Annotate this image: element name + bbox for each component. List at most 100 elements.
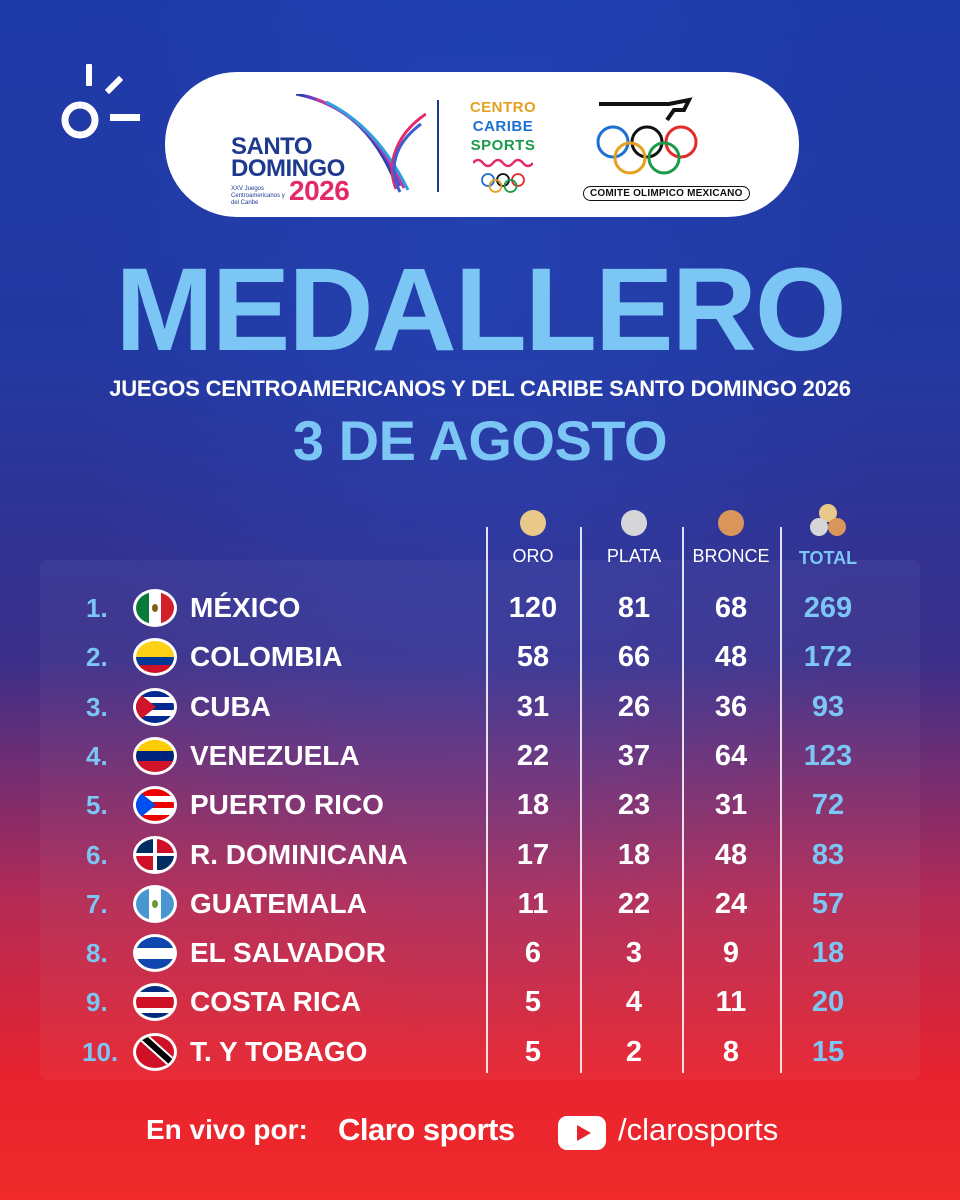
bronze-count: 31 bbox=[714, 789, 748, 822]
rank: 6. bbox=[86, 839, 108, 870]
wave-graphic bbox=[473, 158, 533, 168]
total-count: 93 bbox=[811, 690, 845, 723]
table-row: 6. R. DOMINICANA 17 18 48 83 bbox=[0, 833, 960, 877]
claro-sports-corner-logo bbox=[61, 64, 140, 139]
country-name: GUATEMALA bbox=[190, 887, 367, 919]
silver-medal-icon bbox=[621, 510, 647, 536]
table-row: 2. COLOMBIA 58 66 48 172 bbox=[0, 635, 960, 679]
country-name: CUBA bbox=[190, 690, 271, 722]
silver-count: 2 bbox=[625, 1035, 643, 1068]
gold-count: 18 bbox=[516, 789, 550, 822]
bronze-count: 48 bbox=[714, 838, 748, 871]
total-count: 269 bbox=[803, 592, 853, 624]
column-divider bbox=[486, 527, 488, 1073]
colombia-flag-icon bbox=[133, 638, 177, 677]
logo-divider bbox=[437, 100, 439, 192]
dominican-republic-flag-icon bbox=[133, 835, 177, 874]
column-divider bbox=[682, 527, 684, 1073]
total-count: 15 bbox=[811, 1035, 845, 1068]
background-building bbox=[40, 560, 920, 1080]
country-name: COSTA RICA bbox=[190, 986, 362, 1018]
total-count: 172 bbox=[803, 641, 853, 674]
rank: 9. bbox=[86, 987, 108, 1018]
table-row: 8. EL SALVADOR 6 3 9 18 bbox=[0, 931, 960, 975]
silver-count: 37 bbox=[617, 739, 651, 772]
table-row: 3. CUBA 31 26 36 93 bbox=[0, 685, 960, 729]
guatemala-flag-icon bbox=[133, 884, 177, 923]
page-subtitle: JUEGOS CENTROAMERICANOS Y DEL CARIBE SAN… bbox=[109, 376, 851, 401]
gold-medal-icon bbox=[520, 510, 546, 536]
santo-domingo-subtitle: XXV Juegos Centroamericanos y del Caribe bbox=[231, 186, 285, 206]
rank: 5. bbox=[86, 790, 108, 821]
bronze-count: 48 bbox=[714, 641, 748, 674]
centro-caribe-sports-logo: CENTRO CARIBE SPORTS bbox=[463, 98, 543, 198]
cuba-flag-icon bbox=[133, 687, 177, 726]
costa-rica-flag-icon bbox=[133, 983, 177, 1022]
table-row: 9. COSTA RICA 5 4 11 20 bbox=[0, 980, 960, 1024]
table-row: 1. MÉXICO 120 81 68 269 bbox=[0, 586, 960, 630]
country-name: PUERTO RICO bbox=[190, 789, 384, 821]
total-count: 83 bbox=[811, 838, 845, 871]
total-count: 20 bbox=[811, 986, 845, 1019]
gold-count: 120 bbox=[508, 592, 558, 624]
el-salvador-flag-icon bbox=[133, 934, 177, 973]
table-row: 7. GUATEMALA 11 22 24 57 bbox=[0, 882, 960, 926]
gold-count: 11 bbox=[517, 887, 549, 920]
total-count: 18 bbox=[811, 937, 845, 970]
comite-olimpico-text: COMITE OLIMPICO MEXICANO bbox=[583, 186, 750, 201]
column-header-total: TOTAL bbox=[778, 504, 878, 569]
youtube-icon bbox=[558, 1116, 606, 1150]
olympic-rings-icon bbox=[481, 173, 525, 193]
venezuela-flag-icon bbox=[133, 736, 177, 775]
bronze-count: 68 bbox=[714, 592, 748, 624]
footer: En vivo por: Claro sports /clarosports bbox=[0, 1108, 960, 1158]
column-divider bbox=[780, 527, 782, 1073]
gold-count: 22 bbox=[516, 739, 550, 772]
bronze-count: 24 bbox=[714, 887, 748, 920]
silver-count: 22 bbox=[617, 887, 651, 920]
country-name: COLOMBIA bbox=[190, 641, 343, 673]
rank: 3. bbox=[86, 691, 108, 722]
country-name: VENEZUELA bbox=[190, 739, 360, 771]
bronze-count: 8 bbox=[722, 1035, 740, 1068]
rank: 10. bbox=[82, 1036, 119, 1067]
table-row: 10. T. Y TOBAGO 5 2 8 15 bbox=[0, 1030, 960, 1074]
date-heading: 3 DE AGOSTO bbox=[292, 409, 668, 472]
youtube-handle: /clarosports bbox=[618, 1112, 779, 1147]
rank: 4. bbox=[86, 740, 108, 771]
gold-count: 31 bbox=[516, 690, 550, 723]
gold-count: 6 bbox=[524, 937, 542, 970]
trinidad-and-tobago-flag-icon bbox=[133, 1032, 177, 1071]
gold-count: 17 bbox=[516, 838, 550, 871]
silver-count: 26 bbox=[617, 690, 651, 723]
gold-count: 5 bbox=[524, 986, 542, 1019]
total-count: 57 bbox=[811, 887, 845, 920]
table-row: 5. PUERTO RICO 18 23 31 72 bbox=[0, 783, 960, 827]
claro-sports-brand: Claro sports bbox=[338, 1112, 515, 1147]
bronze-medal-icon bbox=[718, 510, 744, 536]
bronze-count: 11 bbox=[715, 986, 747, 1019]
silver-count: 66 bbox=[617, 641, 651, 674]
rank: 2. bbox=[86, 642, 108, 673]
santo-domingo-ribbon-graphic bbox=[296, 94, 426, 193]
eagle-rings-emblem bbox=[596, 97, 698, 175]
column-divider bbox=[580, 527, 582, 1073]
column-header-bronze: BRONCE bbox=[681, 510, 781, 567]
comite-olimpico-mexicano-logo: COMITE OLIMPICO MEXICANO bbox=[575, 92, 750, 202]
santo-domingo-2026-logo: SANTO DOMINGO 2026 XXV Juegos Centroamer… bbox=[221, 94, 431, 206]
bronze-count: 64 bbox=[714, 739, 748, 772]
country-name: R. DOMINICANA bbox=[190, 838, 408, 870]
sponsor-logo-bar: SANTO DOMINGO 2026 XXV Juegos Centroamer… bbox=[165, 72, 799, 217]
gold-count: 5 bbox=[524, 1035, 542, 1068]
page-title: MEDALLERO bbox=[115, 244, 846, 376]
column-header-gold: ORO bbox=[483, 510, 583, 567]
bronze-count: 36 bbox=[714, 690, 748, 723]
gold-count: 58 bbox=[516, 641, 550, 674]
rank: 8. bbox=[86, 938, 108, 969]
column-header-silver: PLATA bbox=[584, 510, 684, 567]
silver-count: 81 bbox=[617, 592, 651, 624]
puerto-rico-flag-icon bbox=[133, 786, 177, 825]
silver-count: 3 bbox=[625, 937, 643, 970]
silver-count: 18 bbox=[617, 838, 651, 871]
rank: 1. bbox=[86, 593, 108, 623]
